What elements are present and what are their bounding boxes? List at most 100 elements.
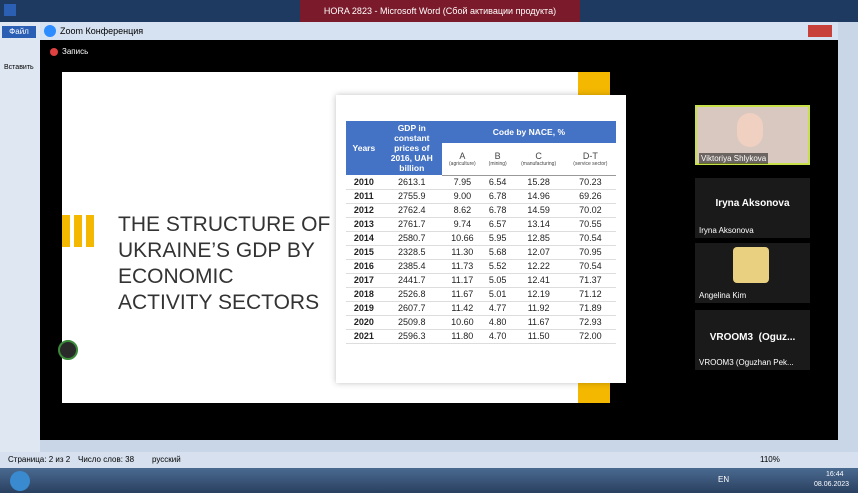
table-cell: 2020 — [346, 315, 382, 329]
table-cell: 70.95 — [565, 245, 616, 259]
zoom-window: Zoom Конференция Запись THE STRUCTURE OF… — [40, 22, 838, 440]
header-gdp: GDP in constant prices of 2016, UAH bill… — [382, 121, 442, 175]
table-cell: 11.67 — [512, 315, 564, 329]
table-cell: 71.89 — [565, 301, 616, 315]
slide-title-line: ACTIVITY SECTORS — [118, 290, 330, 316]
table-cell: 12.41 — [512, 273, 564, 287]
table-cell: 71.12 — [565, 287, 616, 301]
header-code: A(agriculture) — [442, 143, 483, 175]
zoom-title-bar: Zoom Конференция — [40, 22, 838, 40]
participant-label: Viktoriya Shlykova — [699, 153, 768, 164]
table-cell: 15.28 — [512, 175, 564, 189]
participant-tile[interactable]: Iryna Aksonova Iryna Aksonova — [695, 178, 810, 238]
paste-label[interactable]: Вставить — [4, 64, 34, 71]
table-cell: 8.62 — [442, 203, 483, 217]
header-code: B(mining) — [483, 143, 513, 175]
code: C — [514, 151, 562, 161]
file-tab[interactable]: Файл — [2, 26, 36, 38]
table-cell: 12.22 — [512, 259, 564, 273]
header-code: C(manufacturing) — [512, 143, 564, 175]
participant-video[interactable]: Viktoriya Shlykova — [695, 105, 810, 165]
table-cell: 11.67 — [442, 287, 483, 301]
recording-label: Запись — [62, 47, 88, 56]
table-cell: 11.92 — [512, 301, 564, 315]
table-cell: 11.50 — [512, 329, 564, 343]
slide-accent — [62, 215, 96, 247]
table-cell: 7.95 — [442, 175, 483, 189]
table-cell: 71.37 — [565, 273, 616, 287]
word-count[interactable]: Число слов: 38 — [78, 452, 134, 468]
screen: HORA 2823 - Microsoft Word (Сбой активац… — [0, 0, 858, 493]
status-bar: Страница: 2 из 2 Число слов: 38 русский … — [0, 452, 858, 468]
table-cell: 4.77 — [483, 301, 513, 315]
table-cell: 10.66 — [442, 231, 483, 245]
start-button[interactable] — [10, 471, 30, 491]
participant-label: Angelina Kim — [699, 291, 746, 300]
table-cell: 69.26 — [565, 189, 616, 203]
language[interactable]: русский — [152, 452, 181, 468]
table-cell: 11.17 — [442, 273, 483, 287]
table-cell: 2014 — [346, 231, 382, 245]
table-cell: 2018 — [346, 287, 382, 301]
table-cell: 9.00 — [442, 189, 483, 203]
table-cell: 5.95 — [483, 231, 513, 245]
code-label: (manufacturing) — [514, 161, 562, 167]
code: B — [485, 151, 511, 161]
table-cell: 5.05 — [483, 273, 513, 287]
table-cell: 5.01 — [483, 287, 513, 301]
table-cell: 6.57 — [483, 217, 513, 231]
table-cell: 5.52 — [483, 259, 513, 273]
ribbon: Файл Вставить — [0, 22, 40, 452]
clock-date: 08.06.2023 — [814, 481, 849, 488]
header-nace: Code by NACE, % — [442, 121, 616, 143]
page-count[interactable]: Страница: 2 из 2 — [8, 452, 70, 468]
zoom-level[interactable]: 110% — [760, 452, 780, 468]
table-cell: 13.14 — [512, 217, 564, 231]
table-cell: 2021 — [346, 329, 382, 343]
table-cell: 2580.7 — [382, 231, 442, 245]
word-icon — [4, 4, 16, 16]
input-language[interactable]: EN — [718, 475, 729, 484]
table-cell: 12.07 — [512, 245, 564, 259]
participant-label: Iryna Aksonova — [699, 226, 754, 235]
table-cell: 2509.8 — [382, 315, 442, 329]
table-cell: 2013 — [346, 217, 382, 231]
table-cell: 6.78 — [483, 189, 513, 203]
participant-tile[interactable]: VROOM3 (Oguz... VROOM3 (Oguzhan Pek... — [695, 310, 810, 370]
code-label: (service sector) — [567, 161, 614, 167]
table-cell: 2761.7 — [382, 217, 442, 231]
participant-label: VROOM3 (Oguzhan Pek... — [699, 358, 794, 367]
table-cell: 6.78 — [483, 203, 513, 217]
participant-name: VROOM3 (Oguz... — [695, 332, 810, 343]
table-cell: 9.74 — [442, 217, 483, 231]
table-cell: 70.23 — [565, 175, 616, 189]
table-cell: 2526.8 — [382, 287, 442, 301]
table-cell: 2762.4 — [382, 203, 442, 217]
table-cell: 2015 — [346, 245, 382, 259]
slide-title-line: UKRAINE’S GDP BY — [118, 238, 330, 264]
table-cell: 2017 — [346, 273, 382, 287]
table-cell: 2755.9 — [382, 189, 442, 203]
code-label: (agriculture) — [444, 161, 481, 167]
title-bar: HORA 2823 - Microsoft Word (Сбой активац… — [0, 0, 858, 22]
table-cell: 70.54 — [565, 231, 616, 245]
table-cell: 2019 — [346, 301, 382, 315]
table-cell: 70.55 — [565, 217, 616, 231]
table-cell: 70.54 — [565, 259, 616, 273]
zoom-title: Zoom Конференция — [60, 26, 143, 36]
slide-title-line: ECONOMIC — [118, 264, 330, 290]
participant-tile[interactable]: Angelina Kim — [695, 243, 810, 303]
table-cell: 2016 — [346, 259, 382, 273]
